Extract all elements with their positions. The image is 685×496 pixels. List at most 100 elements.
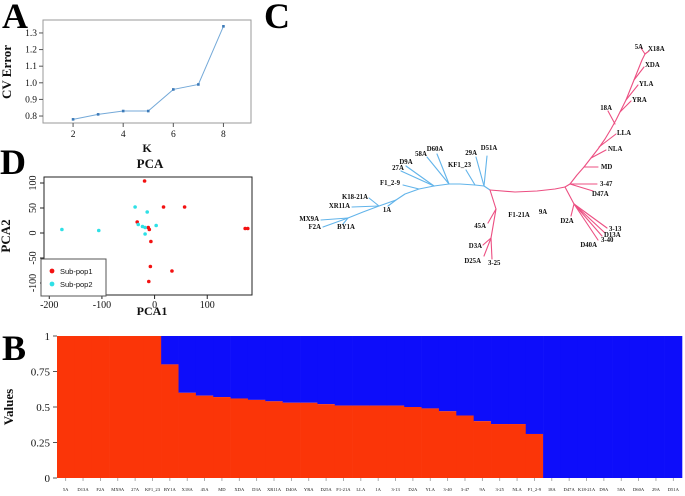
individual-label: F2A bbox=[96, 487, 105, 492]
data-point bbox=[136, 222, 141, 227]
tree-tip-label: D60A bbox=[427, 146, 444, 153]
individual-label: 3-13 bbox=[391, 487, 400, 492]
bar-segment-cluster2 bbox=[612, 336, 631, 478]
x-tick-label: 100 bbox=[200, 300, 215, 311]
structure-bar-chart: 0 0.25 0.5 0.75 1 5A D13A F2A MX9A 27A KF1_23 BY1A X… bbox=[1, 331, 683, 492]
data-point bbox=[243, 226, 247, 231]
tree-branch bbox=[487, 208, 497, 224]
tree-branch bbox=[590, 149, 607, 159]
individual-label: 1A bbox=[375, 487, 381, 492]
tree-tip-label: F1_2-9 bbox=[380, 180, 401, 187]
tree-branch bbox=[320, 217, 349, 221]
tree-tip-label: X18A bbox=[648, 46, 665, 53]
y-tick-label: 0.5 bbox=[36, 402, 50, 414]
tree-branch bbox=[426, 156, 450, 185]
individual-label: D13A bbox=[77, 487, 89, 492]
individual-label: YLA bbox=[426, 487, 436, 492]
scatter-series-1 bbox=[60, 205, 158, 236]
individual-label: 3-47 bbox=[461, 487, 470, 492]
bar-segment-cluster2 bbox=[265, 336, 283, 402]
bar-segment-cluster1 bbox=[404, 407, 422, 478]
bar-segment-cluster2 bbox=[404, 336, 422, 407]
x-tick-labels: 5A D13A F2A MX9A 27A KF1_23 BY1A X18A 45A MD XDA D3… bbox=[63, 478, 680, 492]
tree-branch bbox=[644, 50, 650, 55]
y-tick-label: 100 bbox=[28, 176, 39, 191]
data-point bbox=[71, 118, 75, 121]
data-point bbox=[145, 210, 150, 214]
individual-label: 3-25 bbox=[495, 487, 504, 492]
tree-tip-label: MD bbox=[601, 164, 612, 171]
bar-segment-cluster1 bbox=[213, 397, 231, 478]
data-point bbox=[182, 205, 187, 209]
individual-label: BY1A bbox=[164, 487, 177, 492]
tree-branch bbox=[573, 203, 608, 229]
tree-branch bbox=[483, 155, 488, 187]
bar-segment-cluster2 bbox=[577, 336, 596, 478]
data-point bbox=[245, 226, 250, 231]
tree-tip-label: NLA bbox=[608, 146, 622, 153]
data-point bbox=[148, 264, 153, 269]
bar-segment-cluster1 bbox=[161, 364, 179, 478]
bar-segment-cluster2 bbox=[352, 336, 370, 406]
bar-segment-cluster2 bbox=[438, 336, 457, 412]
bar-segment-cluster1 bbox=[178, 392, 197, 478]
bar-segment-cluster2 bbox=[491, 336, 509, 425]
panel-b-letter: B bbox=[2, 328, 27, 368]
y-tick-label: 0 bbox=[28, 231, 39, 236]
bar-segment-cluster1 bbox=[456, 415, 474, 478]
bar-segment-cluster1 bbox=[369, 405, 388, 478]
cv-error-line-chart: 2 4 6 8 0.8 0.9 1.0 1.1 1.2 1.3 K CV Error bbox=[0, 19, 252, 155]
tree-tip-label: D9A bbox=[399, 159, 412, 166]
bar-segment-cluster1 bbox=[386, 405, 405, 478]
bar-segment-cluster2 bbox=[647, 336, 665, 478]
individual-label: D3A bbox=[252, 487, 262, 492]
tree-branch bbox=[633, 66, 645, 81]
y-axis-title: PCA2 bbox=[0, 219, 13, 252]
individual-label: D25A bbox=[320, 487, 332, 492]
panel-c-letter: C bbox=[264, 0, 290, 36]
individual-label: NLA bbox=[512, 487, 522, 492]
data-point bbox=[60, 227, 64, 232]
individual-label: KF1_23 bbox=[145, 487, 161, 492]
data-point bbox=[146, 109, 150, 113]
y-tick-label: 50 bbox=[28, 203, 39, 213]
tree-branch bbox=[483, 237, 492, 257]
data-point bbox=[143, 225, 147, 230]
bar-segment-cluster1 bbox=[491, 424, 509, 478]
tree-branch bbox=[569, 183, 594, 192]
tree-branch bbox=[368, 197, 380, 207]
individual-label: 9A bbox=[480, 487, 486, 492]
tree-tip-label: D3A bbox=[469, 243, 482, 250]
data-point bbox=[133, 205, 137, 209]
individual-label: 45A bbox=[201, 487, 210, 492]
tree-tip-label: MX9A bbox=[299, 216, 319, 223]
bar-segment-cluster2 bbox=[178, 336, 197, 393]
individual-label: D2A bbox=[408, 487, 418, 492]
bar-segment-cluster1 bbox=[230, 398, 249, 478]
individual-label: 18A bbox=[548, 487, 557, 492]
bar-segment-cluster2 bbox=[560, 336, 579, 478]
y-tick-label: 0 bbox=[45, 473, 51, 485]
bar-segment-cluster1 bbox=[317, 404, 336, 478]
bar-segment-cluster2 bbox=[543, 336, 561, 478]
data-point bbox=[170, 269, 174, 273]
bar-segment-cluster1 bbox=[473, 421, 492, 478]
tree-tip-label: D47A bbox=[592, 191, 609, 198]
bar-segment-cluster1 bbox=[508, 424, 527, 478]
data-point bbox=[149, 239, 153, 244]
tree-branch bbox=[564, 53, 646, 188]
tree-branch bbox=[400, 170, 435, 187]
bar-segment-cluster2 bbox=[386, 336, 405, 406]
tree-branch bbox=[475, 156, 485, 187]
tree-tip-label: F1-21A bbox=[508, 212, 530, 219]
tree-branch bbox=[598, 133, 617, 148]
tree-branch bbox=[489, 189, 497, 210]
individual-label: F1_2-9 bbox=[528, 487, 542, 492]
pca-scatter-chart: PCA-200 -100 0 100-100-50050100Sub-pop1Sub-… bbox=[0, 156, 253, 318]
y-tick-label: 0.9 bbox=[25, 95, 37, 105]
tree-branch bbox=[387, 199, 397, 207]
x-tick-label: -200 bbox=[40, 300, 58, 311]
bar-segment-cluster2 bbox=[664, 336, 683, 478]
bar-segment-cluster2 bbox=[525, 336, 544, 434]
